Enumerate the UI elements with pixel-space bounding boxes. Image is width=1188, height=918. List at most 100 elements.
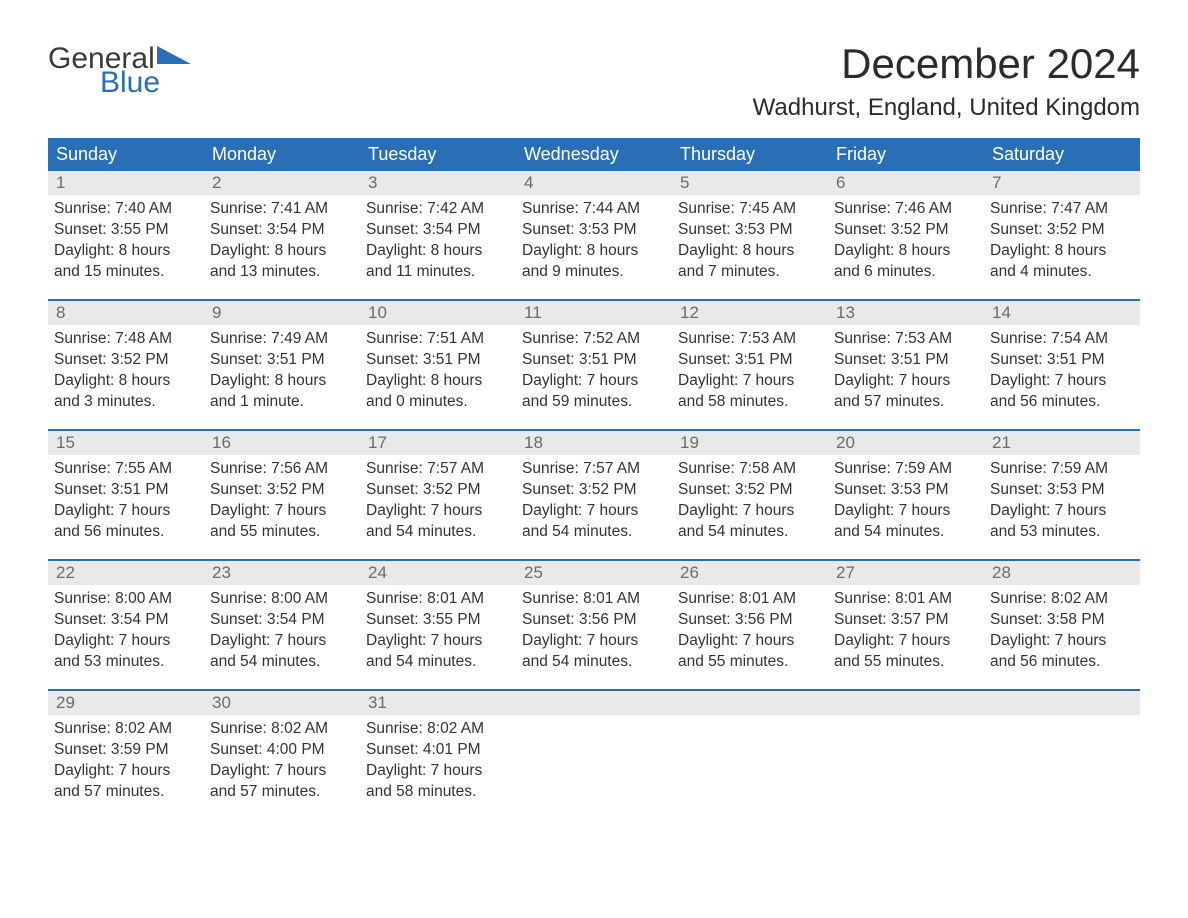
day-cell: 19Sunrise: 7:58 AMSunset: 3:52 PMDayligh…: [672, 431, 828, 559]
day-dl2: and 57 minutes.: [834, 392, 978, 413]
day-sunset: Sunset: 3:56 PM: [678, 610, 822, 631]
day-content: Sunrise: 7:45 AMSunset: 3:53 PMDaylight:…: [672, 195, 828, 293]
day-cell: 8Sunrise: 7:48 AMSunset: 3:52 PMDaylight…: [48, 301, 204, 429]
day-number: [516, 691, 672, 715]
day-cell: 16Sunrise: 7:56 AMSunset: 3:52 PMDayligh…: [204, 431, 360, 559]
day-sunrise: Sunrise: 7:57 AM: [366, 459, 510, 480]
day-dl2: and 1 minute.: [210, 392, 354, 413]
day-dl1: Daylight: 7 hours: [834, 501, 978, 522]
day-dl2: and 53 minutes.: [990, 522, 1134, 543]
day-dl1: Daylight: 7 hours: [210, 631, 354, 652]
day-number: 20: [828, 431, 984, 455]
day-dl1: Daylight: 7 hours: [522, 371, 666, 392]
day-dl1: Daylight: 7 hours: [834, 631, 978, 652]
day-cell: 23Sunrise: 8:00 AMSunset: 3:54 PMDayligh…: [204, 561, 360, 689]
day-sunset: Sunset: 3:52 PM: [522, 480, 666, 501]
week-row: 1Sunrise: 7:40 AMSunset: 3:55 PMDaylight…: [48, 171, 1140, 299]
day-dl2: and 55 minutes.: [834, 652, 978, 673]
day-dl2: and 58 minutes.: [366, 782, 510, 803]
month-title: December 2024: [753, 40, 1140, 88]
day-sunrise: Sunrise: 7:58 AM: [678, 459, 822, 480]
day-content: Sunrise: 8:02 AMSunset: 4:00 PMDaylight:…: [204, 715, 360, 813]
day-header: Sunday: [48, 138, 204, 171]
day-dl1: Daylight: 7 hours: [834, 371, 978, 392]
title-block: December 2024 Wadhurst, England, United …: [753, 40, 1140, 122]
day-content: Sunrise: 7:57 AMSunset: 3:52 PMDaylight:…: [360, 455, 516, 553]
logo: General Blue: [48, 40, 191, 98]
day-cell: 5Sunrise: 7:45 AMSunset: 3:53 PMDaylight…: [672, 171, 828, 299]
day-sunset: Sunset: 3:54 PM: [210, 220, 354, 241]
day-sunrise: Sunrise: 7:51 AM: [366, 329, 510, 350]
day-dl1: Daylight: 8 hours: [678, 241, 822, 262]
day-dl1: Daylight: 7 hours: [990, 501, 1134, 522]
day-sunset: Sunset: 3:54 PM: [366, 220, 510, 241]
day-sunrise: Sunrise: 7:45 AM: [678, 199, 822, 220]
day-dl2: and 7 minutes.: [678, 262, 822, 283]
day-sunset: Sunset: 3:51 PM: [366, 350, 510, 371]
day-sunrise: Sunrise: 8:01 AM: [522, 589, 666, 610]
day-number: 17: [360, 431, 516, 455]
day-number: 6: [828, 171, 984, 195]
day-number: 3: [360, 171, 516, 195]
day-sunset: Sunset: 4:00 PM: [210, 740, 354, 761]
day-dl1: Daylight: 7 hours: [366, 631, 510, 652]
day-dl2: and 58 minutes.: [678, 392, 822, 413]
day-dl1: Daylight: 7 hours: [54, 501, 198, 522]
day-number: 27: [828, 561, 984, 585]
day-sunrise: Sunrise: 7:48 AM: [54, 329, 198, 350]
day-sunrise: Sunrise: 7:57 AM: [522, 459, 666, 480]
day-number: [828, 691, 984, 715]
day-sunrise: Sunrise: 7:44 AM: [522, 199, 666, 220]
day-content: Sunrise: 8:01 AMSunset: 3:56 PMDaylight:…: [672, 585, 828, 683]
day-dl2: and 55 minutes.: [678, 652, 822, 673]
day-sunset: Sunset: 3:51 PM: [54, 480, 198, 501]
day-dl1: Daylight: 8 hours: [366, 241, 510, 262]
day-cell: 22Sunrise: 8:00 AMSunset: 3:54 PMDayligh…: [48, 561, 204, 689]
day-sunset: Sunset: 3:51 PM: [834, 350, 978, 371]
day-cell: 10Sunrise: 7:51 AMSunset: 3:51 PMDayligh…: [360, 301, 516, 429]
day-dl2: and 59 minutes.: [522, 392, 666, 413]
day-sunrise: Sunrise: 8:02 AM: [210, 719, 354, 740]
day-sunset: Sunset: 3:54 PM: [210, 610, 354, 631]
day-dl1: Daylight: 8 hours: [366, 371, 510, 392]
day-sunrise: Sunrise: 7:40 AM: [54, 199, 198, 220]
day-dl1: Daylight: 7 hours: [210, 761, 354, 782]
day-dl2: and 0 minutes.: [366, 392, 510, 413]
day-sunrise: Sunrise: 7:59 AM: [834, 459, 978, 480]
day-header: Monday: [204, 138, 360, 171]
day-dl2: and 56 minutes.: [990, 652, 1134, 673]
day-sunset: Sunset: 3:53 PM: [522, 220, 666, 241]
day-number: 2: [204, 171, 360, 195]
day-cell: [984, 691, 1140, 819]
day-cell: 21Sunrise: 7:59 AMSunset: 3:53 PMDayligh…: [984, 431, 1140, 559]
day-number: [672, 691, 828, 715]
day-number: 21: [984, 431, 1140, 455]
day-dl1: Daylight: 7 hours: [678, 631, 822, 652]
day-cell: 3Sunrise: 7:42 AMSunset: 3:54 PMDaylight…: [360, 171, 516, 299]
day-sunset: Sunset: 3:53 PM: [834, 480, 978, 501]
day-content: Sunrise: 7:49 AMSunset: 3:51 PMDaylight:…: [204, 325, 360, 423]
day-number: 16: [204, 431, 360, 455]
day-sunrise: Sunrise: 8:00 AM: [54, 589, 198, 610]
day-number: 13: [828, 301, 984, 325]
day-sunrise: Sunrise: 8:00 AM: [210, 589, 354, 610]
day-cell: [672, 691, 828, 819]
day-dl2: and 56 minutes.: [54, 522, 198, 543]
day-dl1: Daylight: 7 hours: [54, 631, 198, 652]
day-sunset: Sunset: 3:56 PM: [522, 610, 666, 631]
day-content: Sunrise: 7:40 AMSunset: 3:55 PMDaylight:…: [48, 195, 204, 293]
day-sunrise: Sunrise: 7:46 AM: [834, 199, 978, 220]
day-cell: 14Sunrise: 7:54 AMSunset: 3:51 PMDayligh…: [984, 301, 1140, 429]
day-sunset: Sunset: 3:58 PM: [990, 610, 1134, 631]
day-content: Sunrise: 7:53 AMSunset: 3:51 PMDaylight:…: [828, 325, 984, 423]
day-dl2: and 3 minutes.: [54, 392, 198, 413]
day-dl1: Daylight: 8 hours: [210, 371, 354, 392]
day-content: Sunrise: 8:01 AMSunset: 3:57 PMDaylight:…: [828, 585, 984, 683]
day-sunrise: Sunrise: 8:02 AM: [990, 589, 1134, 610]
day-sunrise: Sunrise: 7:54 AM: [990, 329, 1134, 350]
day-cell: 1Sunrise: 7:40 AMSunset: 3:55 PMDaylight…: [48, 171, 204, 299]
day-number: 9: [204, 301, 360, 325]
day-number: 7: [984, 171, 1140, 195]
day-dl2: and 57 minutes.: [54, 782, 198, 803]
day-dl2: and 54 minutes.: [366, 652, 510, 673]
